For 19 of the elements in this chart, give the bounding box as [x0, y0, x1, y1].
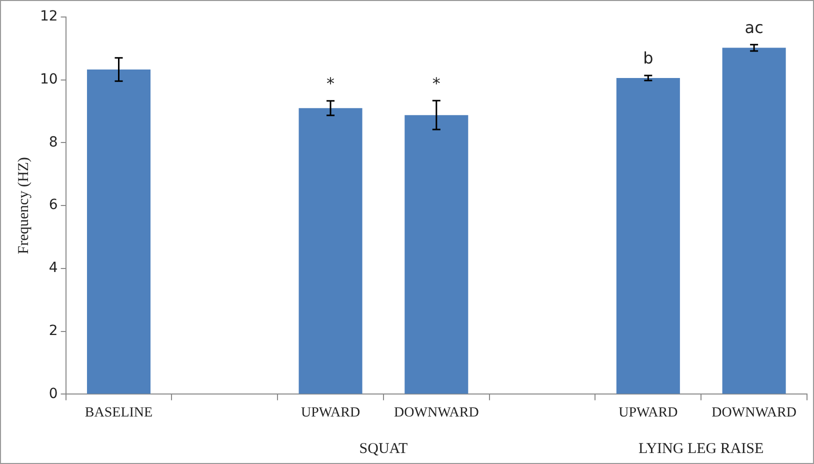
x-tick-label: DOWNWARD [712, 405, 796, 420]
x-tick-label: DOWNWARD [394, 405, 479, 420]
data-label: * [432, 74, 440, 93]
y-tick-label: 0 [48, 386, 58, 402]
x-tick-label: BASELINE [84, 405, 153, 420]
y-tick-label: 10 [40, 72, 58, 88]
y-tick-label: 6 [48, 197, 58, 214]
text: LYING LEG RAISE [638, 441, 764, 457]
data-label: ac [744, 18, 764, 37]
x-tick-label: UPWARD [618, 405, 678, 420]
y-tick-label: 2 [48, 322, 58, 339]
data-label: * [326, 74, 335, 94]
y-tick-label: 12 [40, 8, 58, 25]
y-tick-label: 8 [48, 134, 58, 150]
text: SQUAT [359, 441, 408, 457]
y-axis-title: Frequency (HZ) [16, 157, 32, 254]
data-label: b [643, 48, 654, 68]
x-tick-label: UPWARD [300, 405, 360, 420]
y-tick-label: 4 [48, 260, 58, 276]
